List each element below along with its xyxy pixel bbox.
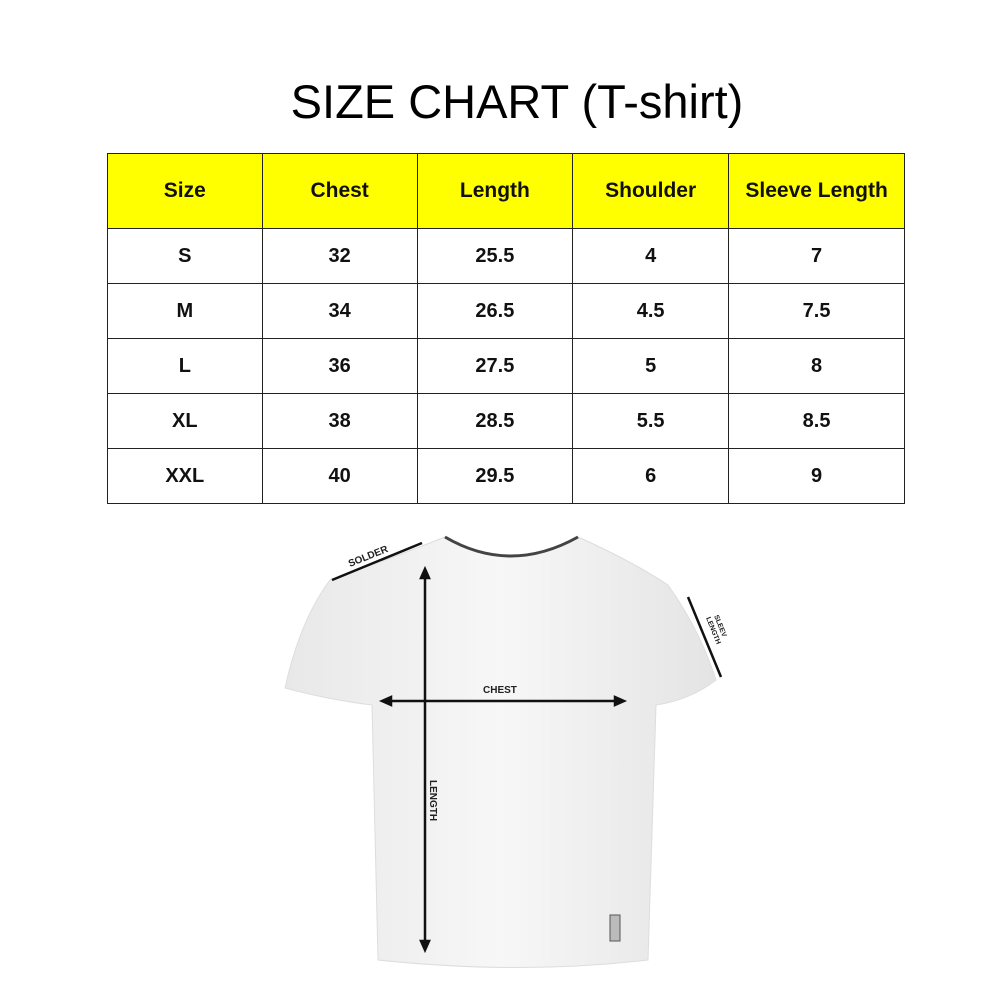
table-cell: M (107, 283, 263, 339)
table-cell: 8.5 (728, 393, 905, 449)
table-cell: 27.5 (416, 338, 574, 394)
table-cell: 9 (728, 448, 905, 504)
table-cell: 5 (572, 338, 730, 394)
size-table: Size Chest Length Shoulder Sleeve Length… (107, 153, 905, 504)
sleeve-line (686, 596, 723, 678)
table-cell: 6 (572, 448, 730, 504)
header-length: Length (416, 153, 574, 229)
table-cell: 34 (261, 283, 418, 339)
length-label: LENGTH (427, 780, 438, 821)
tshirt-shape (284, 536, 717, 968)
chest-arrowheads (378, 695, 628, 707)
table-cell: 7.5 (728, 283, 905, 339)
table-cell: 32 (261, 228, 418, 284)
table-row: XL 38 28.5 5.5 8.5 (107, 393, 905, 449)
header-size: Size (107, 153, 263, 229)
table-row: M 34 26.5 4.5 7.5 (107, 283, 905, 339)
table-cell: 25.5 (416, 228, 574, 284)
header-sleeve-length: Sleeve Length (728, 153, 905, 229)
table-cell: S (107, 228, 263, 284)
page-title: SIZE CHART (T-shirt) (290, 75, 744, 128)
neckline (444, 535, 579, 558)
chest-label: CHEST (483, 685, 517, 696)
table-header-row: Size Chest Length Shoulder Sleeve Length (107, 153, 905, 229)
header-chest: Chest (261, 153, 418, 229)
table-row: S 32 25.5 4 7 (107, 228, 905, 284)
table-cell: XL (107, 393, 263, 449)
table-row: XXL 40 29.5 6 9 (107, 448, 905, 504)
length-arrowheads (419, 565, 431, 954)
tag-logo (609, 914, 621, 942)
shoulder-line (331, 541, 423, 582)
table-cell: 8 (728, 338, 905, 394)
table-row: L 36 27.5 5 8 (107, 338, 905, 394)
table-cell: 4.5 (572, 283, 730, 339)
table-cell: 4 (572, 228, 730, 284)
table-cell: 28.5 (416, 393, 574, 449)
table-cell: 7 (728, 228, 905, 284)
table-cell: 29.5 (416, 448, 574, 504)
table-cell: 38 (261, 393, 418, 449)
header-shoulder: Shoulder (572, 153, 730, 229)
table-cell: 26.5 (416, 283, 574, 339)
